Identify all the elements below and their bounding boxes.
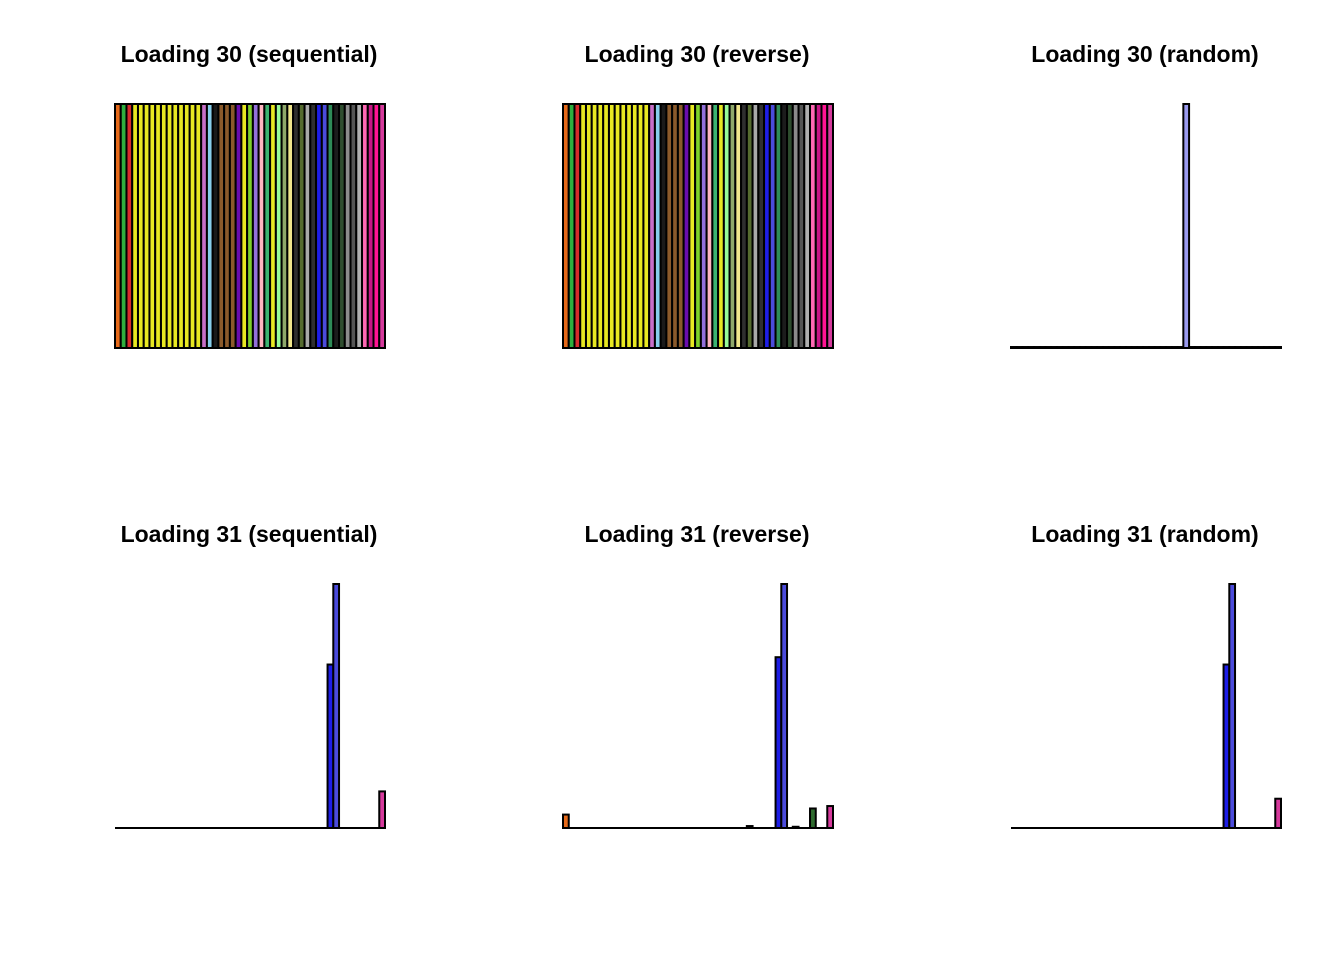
bar-group [1011, 583, 1283, 830]
chart-title: Loading 31 (sequential) [121, 521, 378, 547]
chart-title: Loading 30 (sequential) [121, 41, 378, 67]
bar-group [115, 583, 387, 830]
chart-title: Loading 30 (reverse) [585, 41, 810, 67]
bar-group [1010, 103, 1283, 349]
bar [332, 583, 341, 829]
bar [562, 813, 570, 830]
panel-loading-30-reverse: Loading 30 (reverse) [562, 41, 835, 349]
chart-title: Loading 31 (random) [1031, 521, 1258, 547]
bar [809, 807, 817, 829]
bar [1274, 797, 1283, 829]
bar-group [562, 583, 835, 830]
bar [826, 103, 835, 349]
panel-loading-30-sequential: Loading 30 (sequential) [114, 41, 387, 349]
bar [378, 103, 387, 349]
chart-title: Loading 31 (reverse) [585, 521, 810, 547]
bar [780, 583, 789, 829]
chart-title: Loading 30 (random) [1031, 41, 1258, 67]
bar [378, 790, 387, 830]
panel-loading-31-reverse: Loading 31 (reverse) [562, 521, 835, 830]
bar [826, 805, 835, 829]
bar-group [562, 103, 835, 349]
panel-loading-31-random: Loading 31 (random) [1011, 521, 1283, 830]
bar [1182, 103, 1191, 349]
bar-group [114, 103, 387, 349]
panel-loading-31-sequential: Loading 31 (sequential) [115, 521, 387, 830]
bar [1228, 583, 1237, 829]
panel-loading-30-random: Loading 30 (random) [1010, 41, 1283, 349]
